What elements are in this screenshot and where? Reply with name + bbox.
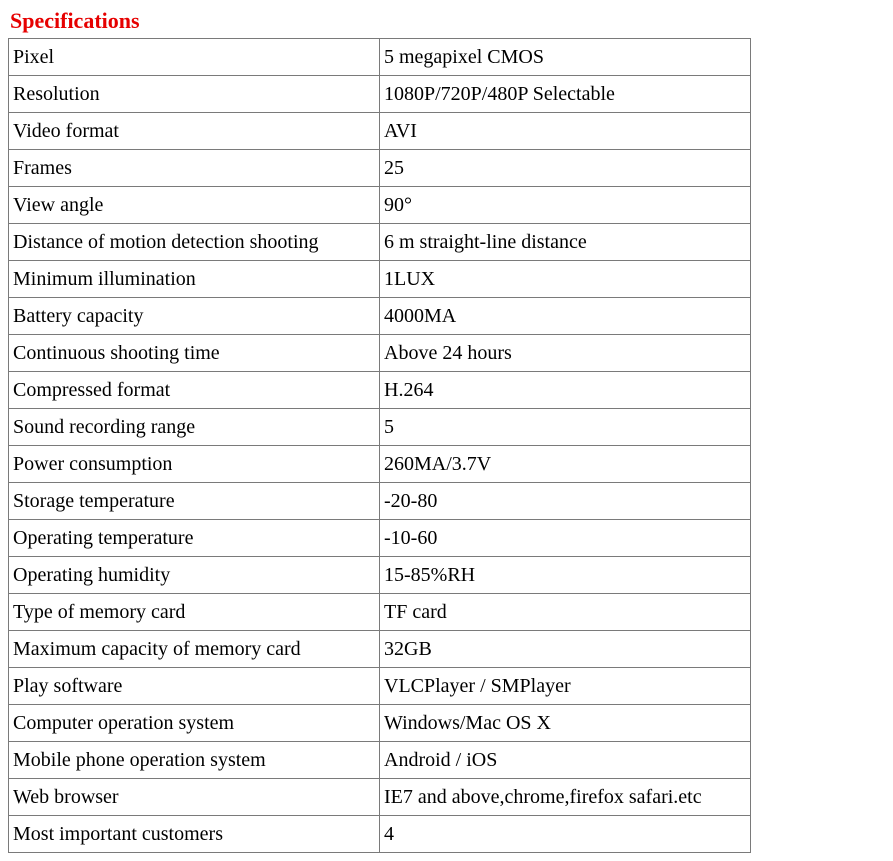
table-row: Mobile phone operation system Android / … [9, 742, 751, 779]
spec-value: 1080P/720P/480P Selectable [380, 76, 751, 113]
table-row: Continuous shooting time Above 24 hours [9, 335, 751, 372]
table-row: Pixel 5 megapixel CMOS [9, 39, 751, 76]
spec-key: Web browser [9, 779, 380, 816]
spec-value: 25 [380, 150, 751, 187]
table-row: Web browser IE7 and above,chrome,firefox… [9, 779, 751, 816]
spec-key: Maximum capacity of memory card [9, 631, 380, 668]
spec-key: Frames [9, 150, 380, 187]
spec-key: Resolution [9, 76, 380, 113]
spec-value: -20-80 [380, 483, 751, 520]
table-row: Most important customers 4 [9, 816, 751, 853]
table-row: Power consumption 260MA/3.7V [9, 446, 751, 483]
spec-value: 4 [380, 816, 751, 853]
spec-key: Most important customers [9, 816, 380, 853]
spec-value: IE7 and above,chrome,firefox safari.etc [380, 779, 751, 816]
spec-key: Play software [9, 668, 380, 705]
spec-value: 15-85%RH [380, 557, 751, 594]
spec-value: 5 [380, 409, 751, 446]
spec-value: AVI [380, 113, 751, 150]
spec-value: 32GB [380, 631, 751, 668]
spec-key: Video format [9, 113, 380, 150]
table-row: Sound recording range 5 [9, 409, 751, 446]
table-row: Operating temperature -10-60 [9, 520, 751, 557]
spec-key: Continuous shooting time [9, 335, 380, 372]
spec-key: Power consumption [9, 446, 380, 483]
spec-key: Pixel [9, 39, 380, 76]
spec-key: View angle [9, 187, 380, 224]
spec-value: 90° [380, 187, 751, 224]
spec-key: Storage temperature [9, 483, 380, 520]
spec-value: Above 24 hours [380, 335, 751, 372]
spec-key: Operating humidity [9, 557, 380, 594]
table-row: Maximum capacity of memory card 32GB [9, 631, 751, 668]
specifications-tbody: Pixel 5 megapixel CMOS Resolution 1080P/… [9, 39, 751, 853]
spec-value: -10-60 [380, 520, 751, 557]
table-row: Play software VLCPlayer / SMPlayer [9, 668, 751, 705]
spec-value: 6 m straight-line distance [380, 224, 751, 261]
table-row: Compressed format H.264 [9, 372, 751, 409]
spec-key: Compressed format [9, 372, 380, 409]
spec-value: 4000MA [380, 298, 751, 335]
spec-value: TF card [380, 594, 751, 631]
table-row: View angle 90° [9, 187, 751, 224]
spec-value: 5 megapixel CMOS [380, 39, 751, 76]
table-row: Resolution 1080P/720P/480P Selectable [9, 76, 751, 113]
table-row: Frames 25 [9, 150, 751, 187]
spec-key: Minimum illumination [9, 261, 380, 298]
table-row: Minimum illumination 1LUX [9, 261, 751, 298]
spec-key: Sound recording range [9, 409, 380, 446]
table-row: Distance of motion detection shooting 6 … [9, 224, 751, 261]
spec-key: Battery capacity [9, 298, 380, 335]
table-row: Video format AVI [9, 113, 751, 150]
table-row: Type of memory card TF card [9, 594, 751, 631]
spec-key: Computer operation system [9, 705, 380, 742]
table-row: Battery capacity 4000MA [9, 298, 751, 335]
table-row: Storage temperature -20-80 [9, 483, 751, 520]
spec-key: Mobile phone operation system [9, 742, 380, 779]
table-row: Computer operation system Windows/Mac OS… [9, 705, 751, 742]
spec-value: Android / iOS [380, 742, 751, 779]
spec-value: VLCPlayer / SMPlayer [380, 668, 751, 705]
specifications-table: Pixel 5 megapixel CMOS Resolution 1080P/… [8, 38, 751, 853]
spec-value: 1LUX [380, 261, 751, 298]
spec-value: Windows/Mac OS X [380, 705, 751, 742]
spec-key: Distance of motion detection shooting [9, 224, 380, 261]
spec-value: 260MA/3.7V [380, 446, 751, 483]
table-row: Operating humidity 15-85%RH [9, 557, 751, 594]
spec-key: Operating temperature [9, 520, 380, 557]
spec-value: H.264 [380, 372, 751, 409]
spec-key: Type of memory card [9, 594, 380, 631]
page-title: Specifications [10, 8, 885, 34]
